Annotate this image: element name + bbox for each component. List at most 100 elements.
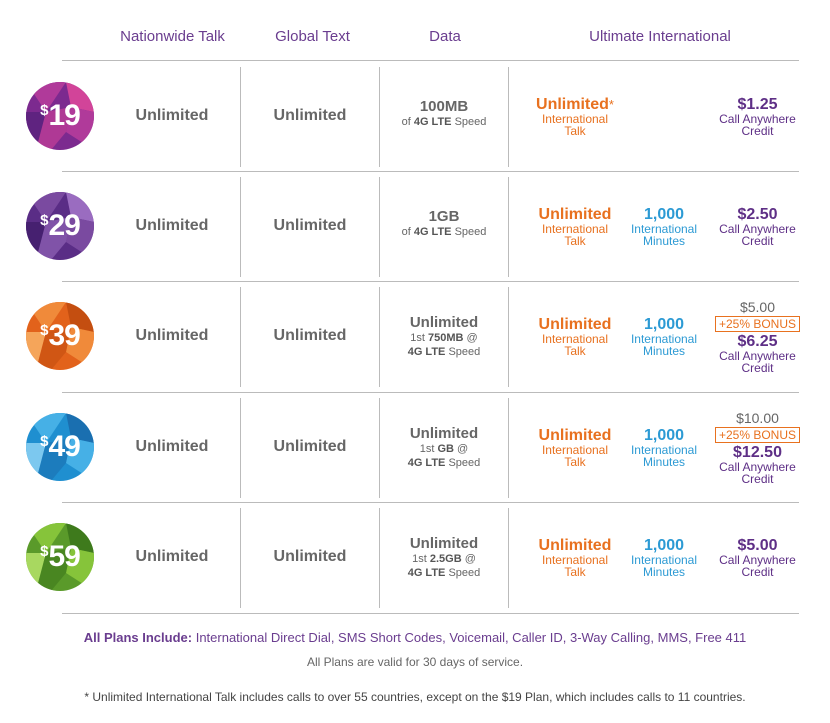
data-sub2-post: Speed: [445, 346, 481, 358]
price-badge: $59: [26, 523, 94, 591]
intl-minutes-cell: 1,000 International Minutes: [620, 428, 708, 469]
credit-cell: $2.50 Call Anywhere Credit: [705, 207, 810, 248]
nationwide-talk-value: Unlimited: [135, 107, 209, 124]
credit-value: $1.25: [737, 96, 778, 113]
credit-sub2: Credit: [741, 565, 774, 579]
column-divider: [508, 67, 509, 167]
column-divider: [240, 287, 241, 387]
credit-original: $5.00: [739, 299, 776, 315]
data-speed: 1st GB @: [384, 442, 504, 456]
header-data: Data: [429, 28, 461, 45]
data-sub-pre: 1st: [412, 553, 430, 565]
data-sub-pre: 1st: [410, 332, 429, 344]
intl-talk-sub2: Talk: [564, 344, 586, 358]
intl-talk-label: Unlimited: [538, 427, 612, 444]
data-sub-post: @: [454, 443, 469, 455]
intl-talk-cell: Unlimited International Talk: [525, 316, 625, 358]
intl-minutes-sub2: Minutes: [642, 455, 686, 469]
intl-minutes-sub2: Minutes: [642, 344, 686, 358]
plan-price-value: 29: [48, 209, 80, 242]
footer-asterisk-note: * Unlimited International Talk includes …: [84, 690, 746, 704]
row-divider: [62, 502, 799, 503]
credit-bonus-wrap: +25% BONUS: [705, 315, 810, 334]
dollar-sign: $: [40, 211, 48, 229]
data-sub-post: Speed: [451, 116, 487, 128]
intl-talk-sub2: Talk: [564, 234, 586, 248]
intl-talk-label: Unlimited: [538, 316, 612, 333]
intl-minutes-sub1: International: [630, 553, 698, 567]
intl-talk-cell: Unlimited International Talk: [525, 427, 625, 469]
data-sub-bold: 2.5GB: [429, 553, 462, 565]
column-divider: [379, 287, 380, 387]
price-badge: $39: [26, 302, 94, 370]
intl-talk-sub1: International: [541, 112, 609, 126]
credit-bonus-wrap: +25% BONUS: [705, 426, 810, 445]
global-text-value: Unlimited: [273, 438, 347, 455]
data-cell: Unlimited 1st GB @4G LTE Speed: [384, 425, 504, 470]
credit-bonus-badge: +25% BONUS: [714, 316, 801, 332]
intl-talk-sub1: International: [541, 553, 609, 567]
plan-price-value: 39: [48, 319, 80, 352]
intl-talk-value: Unlimited: [525, 207, 625, 223]
column-divider: [240, 398, 241, 498]
data-amount: Unlimited: [409, 314, 479, 331]
header-nationwide-talk: Nationwide Talk: [120, 28, 225, 45]
price-badge: $19: [26, 82, 94, 150]
data-sub-pre: of: [401, 116, 414, 128]
data-cell: 1GB of 4G LTE Speed: [384, 208, 504, 239]
credit-cell: $10.00 +25% BONUS $12.50 Call Anywhere Credi…: [705, 410, 810, 485]
intl-talk-value: Unlimited: [525, 538, 625, 554]
intl-talk-cell: Unlimited International Talk: [525, 538, 625, 579]
data-cell: Unlimited 1st 2.5GB @4G LTE Speed: [384, 535, 504, 580]
column-divider: [240, 177, 241, 277]
plan-price-value: 49: [48, 430, 80, 463]
intl-talk-sub1: International: [541, 332, 609, 346]
intl-minutes-value: 1,000: [643, 206, 685, 223]
nationwide-talk-value: Unlimited: [135, 438, 209, 455]
data-sub-bold: 4G LTE: [413, 116, 452, 128]
nationwide-talk-value: Unlimited: [135, 217, 209, 234]
column-divider: [508, 508, 509, 608]
price-badge: $49: [26, 413, 94, 481]
credit-sub2: Credit: [741, 361, 774, 375]
column-divider: [508, 287, 509, 387]
dollar-sign: $: [40, 542, 48, 560]
data-sub-pre: 1st: [419, 443, 438, 455]
column-divider: [379, 508, 380, 608]
column-divider: [240, 67, 241, 167]
asterisk: *: [608, 97, 614, 112]
intl-minutes-cell: 1,000 International Minutes: [620, 206, 708, 248]
intl-minutes-sub2: Minutes: [642, 565, 686, 579]
intl-talk-sub2: Talk: [564, 124, 586, 138]
credit-original: $10.00: [736, 410, 779, 426]
global-text-value: Unlimited: [273, 327, 347, 344]
credit-sub2: Credit: [741, 234, 774, 248]
data-amount: 1GB: [428, 208, 460, 225]
credit-sub1: Call Anywhere: [719, 349, 796, 363]
intl-minutes-cell: 1,000 International Minutes: [620, 538, 708, 579]
data-sub2-post: Speed: [445, 457, 481, 469]
header-global-text: Global Text: [275, 28, 350, 45]
credit-value: $6.25: [737, 333, 778, 350]
column-divider: [379, 177, 380, 277]
credit-sub1: Call Anywhere: [719, 112, 796, 126]
intl-talk-sub2: Talk: [564, 455, 586, 469]
intl-talk-sub2: Talk: [564, 565, 586, 579]
data-sub-bold: GB: [437, 443, 455, 455]
credit-cell: $5.00 +25% BONUS $6.25 Call Anywhere Credit: [705, 299, 810, 374]
intl-talk-label: Unlimited: [538, 537, 612, 554]
data-sub-post: @: [461, 553, 476, 565]
nationwide-talk-value: Unlimited: [135, 327, 209, 344]
intl-talk-cell: Unlimited* International Talk: [525, 96, 625, 138]
intl-minutes-sub2: Minutes: [642, 234, 686, 248]
intl-talk-label: Unlimited: [536, 96, 609, 113]
intl-minutes-sub1: International: [630, 222, 698, 236]
data-speed-line2: 4G LTE Speed: [384, 345, 504, 359]
row-divider: [62, 171, 799, 172]
data-sub2-bold: 4G LTE: [407, 457, 446, 469]
intl-minutes-sub1: International: [630, 443, 698, 457]
column-divider: [379, 398, 380, 498]
global-text-value: Unlimited: [273, 217, 347, 234]
plan-price: $19: [26, 82, 94, 150]
data-cell: 100MB of 4G LTE Speed: [384, 98, 504, 129]
